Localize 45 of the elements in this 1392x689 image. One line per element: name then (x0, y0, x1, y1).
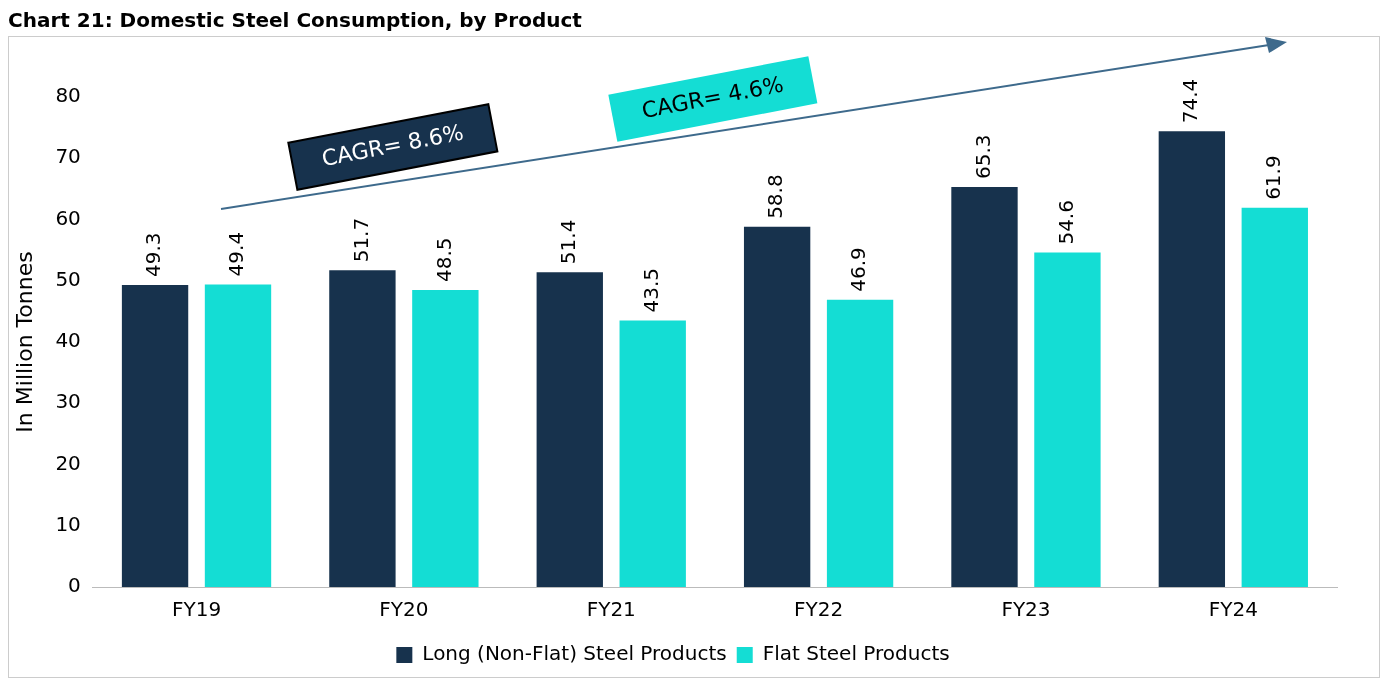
data-label: 65.3 (970, 134, 995, 180)
y-tick-label: 40 (55, 328, 81, 353)
x-tick-label: FY23 (1001, 597, 1051, 622)
data-label: 54.6 (1053, 200, 1078, 245)
y-axis-title: In Million Tonnes (11, 251, 37, 433)
bar (204, 284, 272, 587)
data-label: 43.5 (638, 268, 663, 313)
y-tick-label: 60 (55, 205, 81, 230)
bar (951, 187, 1018, 587)
bar (743, 226, 811, 587)
x-tick-label: FY19 (171, 597, 222, 622)
legend-label: Long (Non-Flat) Steel Products (422, 641, 727, 666)
data-label: 51.7 (348, 217, 373, 263)
chart-title: Chart 21: Domestic Steel Consumption, by Product (8, 8, 583, 32)
data-label: 51.4 (555, 219, 580, 265)
bar (121, 285, 189, 587)
legend-label: Flat Steel Products (762, 641, 950, 666)
bar (1241, 207, 1308, 587)
bar (536, 272, 603, 587)
data-label: 58.8 (763, 174, 788, 219)
y-tick-label: 50 (55, 266, 81, 291)
data-label: 49.3 (141, 232, 166, 278)
annotation: CAGR= 8.6% (319, 119, 466, 172)
y-tick-label: 80 (55, 83, 81, 108)
bar (1158, 131, 1226, 587)
y-tick-label: 70 (55, 144, 81, 169)
bar (826, 299, 894, 587)
data-label: 48.5 (431, 237, 456, 282)
data-label: 49.4 (224, 231, 249, 277)
bar (619, 320, 686, 587)
x-tick-label: FY24 (1208, 597, 1258, 622)
y-tick-label: 20 (55, 450, 81, 475)
annotation: CAGR= 4.6% (639, 71, 786, 124)
bar (329, 270, 396, 587)
y-tick-label: 30 (55, 389, 81, 414)
bar (412, 289, 479, 587)
data-label: 74.4 (1178, 78, 1203, 124)
y-tick-label: 0 (68, 573, 81, 598)
bar (1034, 252, 1101, 587)
data-label: 61.9 (1261, 155, 1285, 200)
x-tick-label: FY21 (586, 597, 636, 622)
data-label: 46.9 (846, 247, 871, 292)
x-tick-label: FY22 (794, 597, 844, 622)
x-tick-label: FY20 (379, 597, 429, 622)
y-tick-label: 10 (55, 511, 81, 536)
